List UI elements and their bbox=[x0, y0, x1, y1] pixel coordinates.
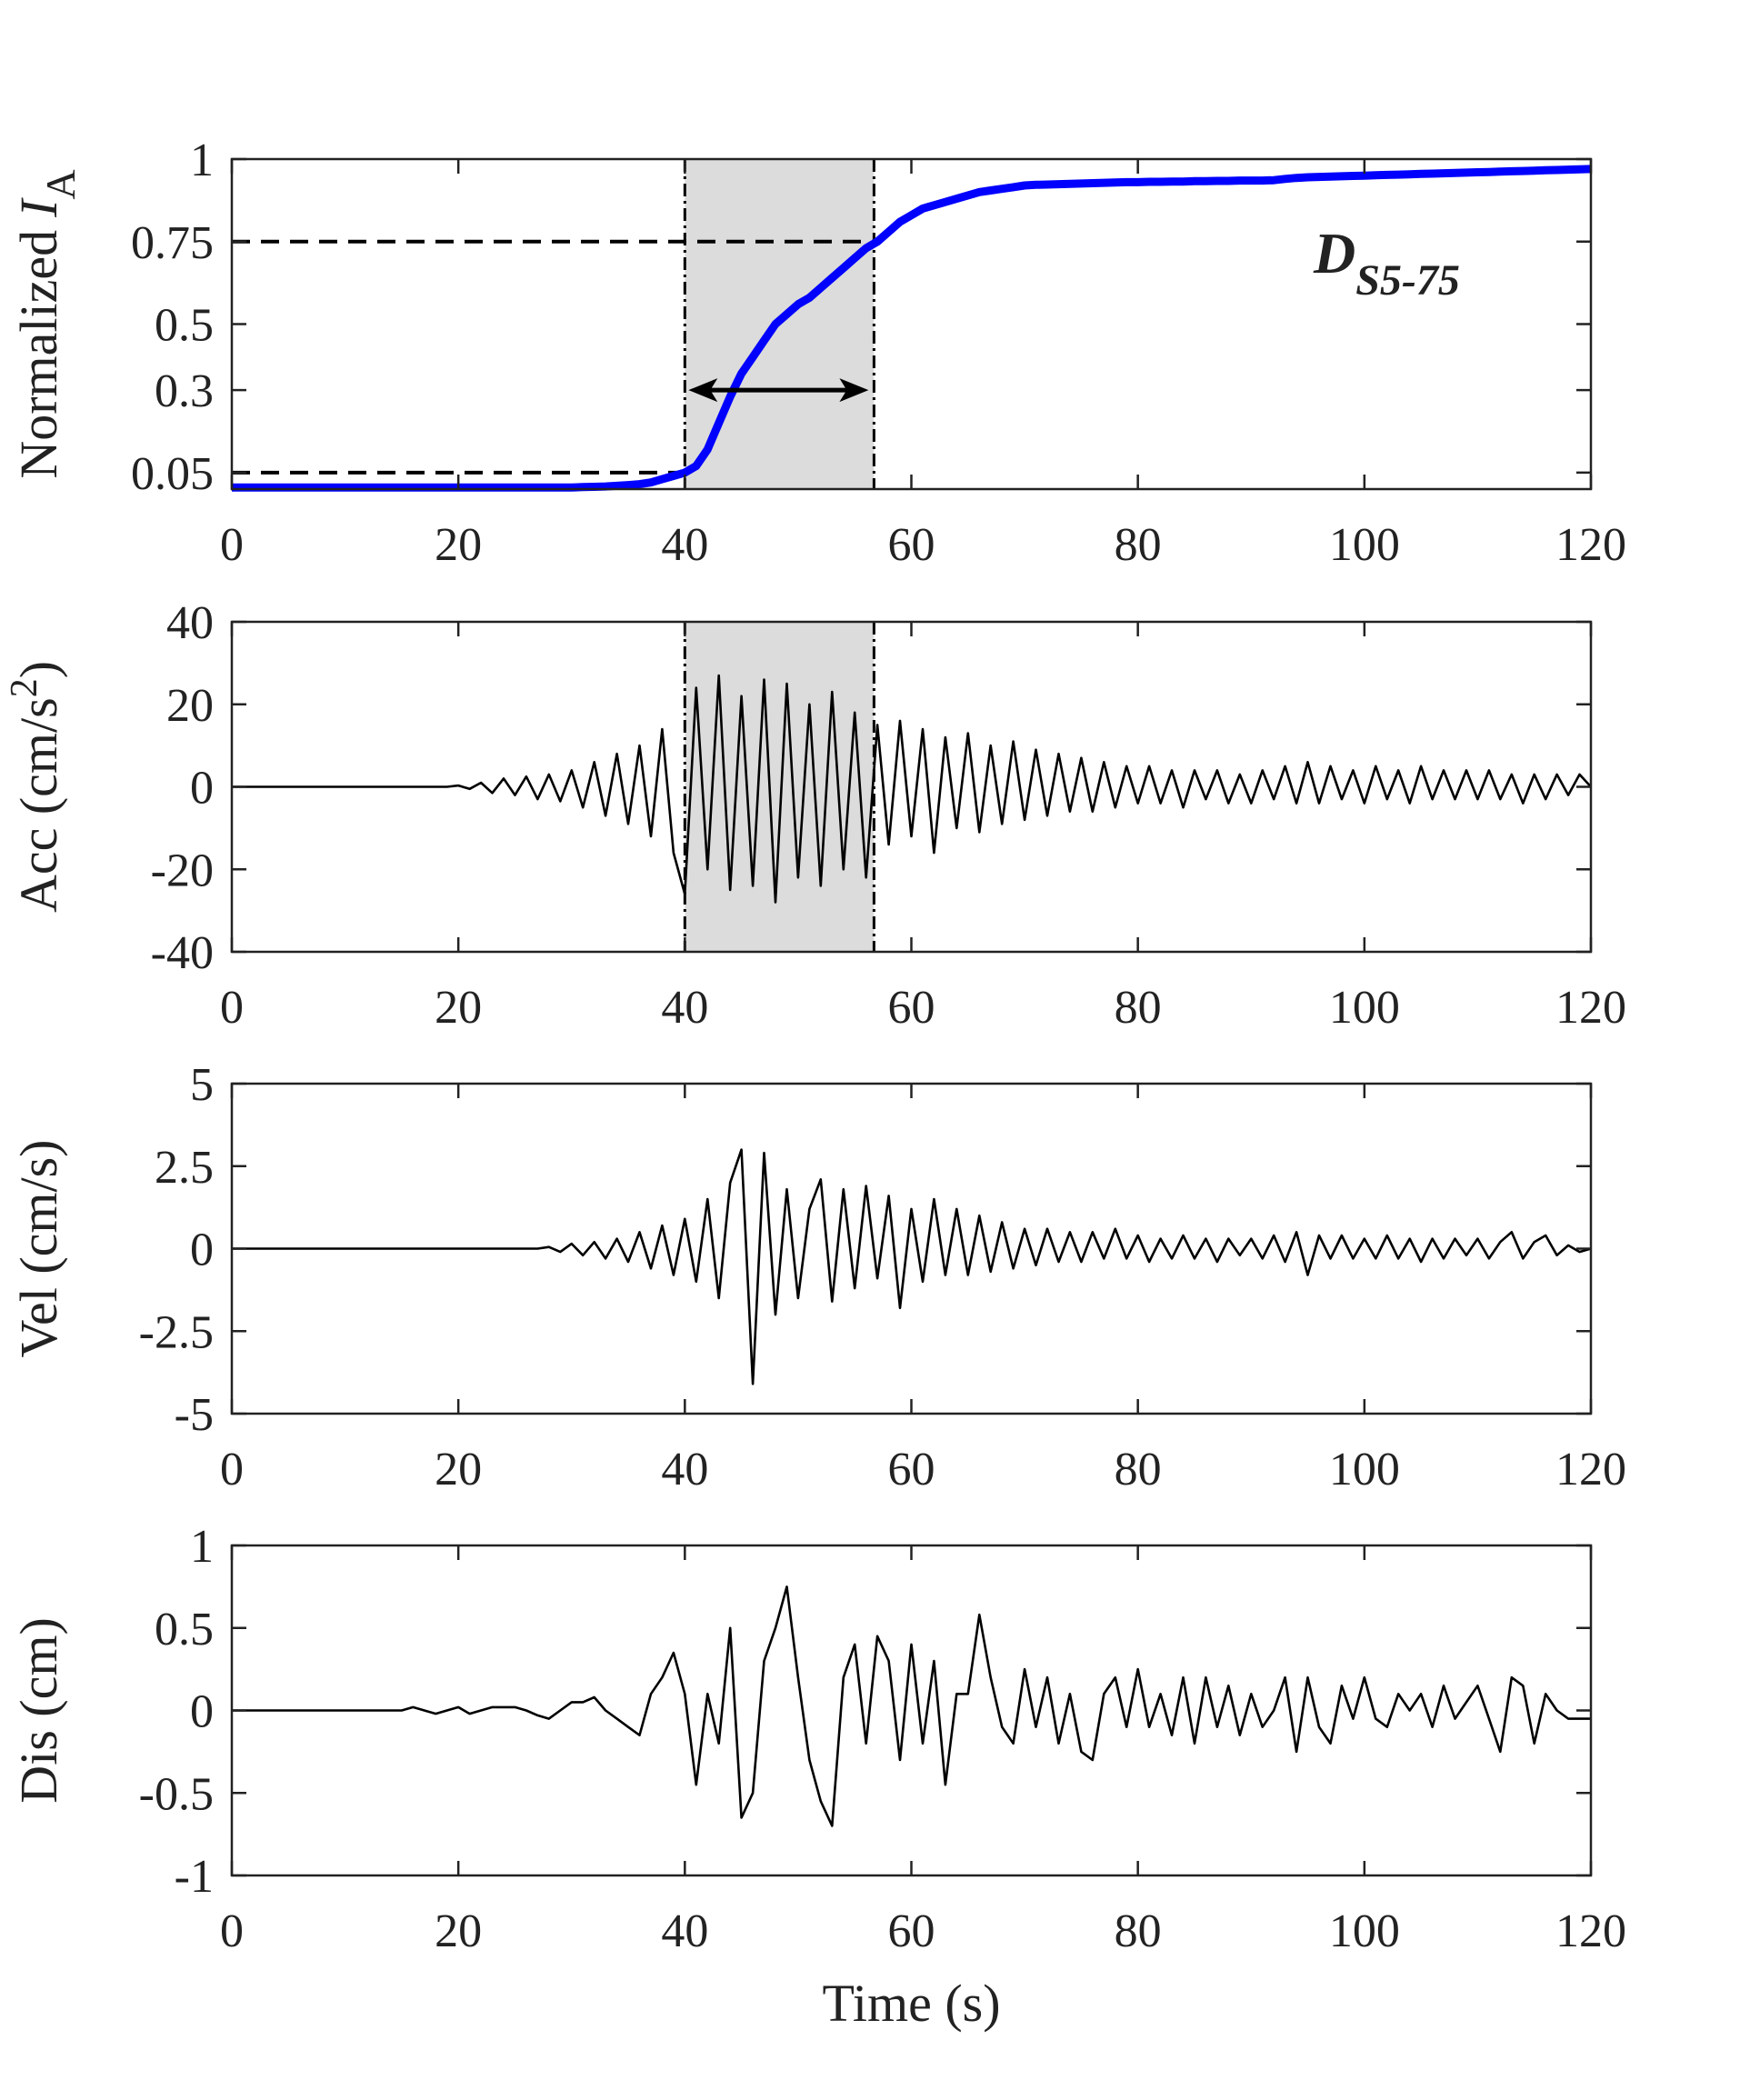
x-tick-label: 0 bbox=[220, 1905, 244, 1957]
y-axis-label-italic: I bbox=[9, 197, 68, 218]
y-axis-label: Dis (cm) bbox=[9, 1617, 68, 1804]
y-tick-label: 0.3 bbox=[155, 365, 214, 417]
y-tick-label: 40 bbox=[166, 597, 214, 649]
y-tick-label: 0 bbox=[190, 763, 214, 815]
x-tick-label: 80 bbox=[1115, 1905, 1162, 1957]
x-tick-label: 100 bbox=[1329, 982, 1400, 1034]
y-tick-label: 1 bbox=[190, 135, 214, 186]
x-tick-label: 120 bbox=[1555, 982, 1626, 1034]
shaded-interval bbox=[685, 622, 875, 952]
y-axis-label: Normalized IA bbox=[9, 169, 84, 478]
signal-line bbox=[232, 1585, 1591, 1827]
x-tick-label: 40 bbox=[661, 519, 708, 571]
x-tick-label: 100 bbox=[1329, 1905, 1400, 1957]
y-tick-label: 0.5 bbox=[155, 300, 214, 352]
y-axis-label-text: Normalized bbox=[9, 230, 68, 479]
y-tick-label: -40 bbox=[151, 927, 214, 979]
x-tick-label: 120 bbox=[1555, 1444, 1626, 1495]
x-tick-label: 60 bbox=[888, 1444, 935, 1495]
x-tick-label: 40 bbox=[661, 1905, 708, 1957]
y-axis-label-sup: 2 bbox=[4, 678, 45, 697]
y-axis-label: Vel (cm/s) bbox=[9, 1140, 68, 1358]
x-tick-label: 20 bbox=[435, 519, 482, 571]
y-tick-label: 0 bbox=[190, 1686, 214, 1738]
y-axis-label-sub: A bbox=[37, 169, 84, 199]
x-axis-label: Time (s) bbox=[822, 1974, 1000, 2033]
annotation-sub: S5-75 bbox=[1355, 256, 1460, 305]
x-tick-label: 60 bbox=[888, 1905, 935, 1957]
x-tick-label: 0 bbox=[220, 982, 244, 1034]
x-tick-label: 20 bbox=[435, 982, 482, 1034]
panel: 0 20 40 60 80 100 120 -40 -20 0 20 40 Acc (cm/s2) bbox=[4, 597, 1626, 1034]
x-tick-label: 20 bbox=[435, 1444, 482, 1495]
arrow-head bbox=[839, 378, 869, 403]
x-tick-label: 0 bbox=[220, 1444, 244, 1495]
y-tick-label: -1 bbox=[175, 1851, 214, 1903]
x-tick-label: 0 bbox=[220, 519, 244, 571]
annotation: DS5-75 bbox=[1313, 221, 1460, 305]
x-tick-label: 40 bbox=[661, 982, 708, 1034]
y-tick-label: 0.05 bbox=[131, 448, 214, 500]
x-tick-label: 80 bbox=[1115, 1444, 1162, 1495]
arrow-head bbox=[688, 378, 718, 403]
y-tick-label: 0 bbox=[190, 1225, 214, 1276]
signal-line bbox=[232, 1148, 1592, 1385]
panel: 0 20 40 60 80 100 120 -1 -0.5 0 0.5 1 Dis (cm) Time (… bbox=[9, 1521, 1626, 2033]
y-tick-label: -2.5 bbox=[139, 1306, 214, 1358]
y-axis-label-text: Dis (cm) bbox=[9, 1617, 68, 1804]
signal-line bbox=[232, 165, 1592, 492]
y-axis-label: Acc (cm/s2) bbox=[4, 661, 68, 913]
annotation-main: D bbox=[1313, 221, 1355, 285]
x-tick-label: 80 bbox=[1115, 519, 1162, 571]
y-tick-label: -0.5 bbox=[139, 1768, 214, 1820]
y-tick-label: -20 bbox=[151, 845, 214, 896]
x-tick-label: 100 bbox=[1329, 519, 1400, 571]
y-tick-label: 20 bbox=[166, 680, 214, 732]
x-tick-label: 20 bbox=[435, 1905, 482, 1957]
panel: DS5-75 0 20 40 60 80 100 120 0.05 0.3 0.5 0.75 1 Norm… bbox=[9, 135, 1626, 571]
y-tick-label: -5 bbox=[175, 1389, 214, 1441]
x-tick-label: 60 bbox=[888, 982, 935, 1034]
x-tick-label: 100 bbox=[1329, 1444, 1400, 1495]
x-tick-label: 60 bbox=[888, 519, 935, 571]
y-tick-label: 0.5 bbox=[155, 1604, 214, 1655]
y-tick-label: 0.75 bbox=[131, 217, 214, 269]
x-tick-label: 40 bbox=[661, 1444, 708, 1495]
y-tick-label: 2.5 bbox=[155, 1142, 214, 1194]
y-axis-label-text: Acc (cm/s bbox=[9, 697, 68, 913]
y-axis-label-text: Vel (cm/s) bbox=[9, 1140, 68, 1358]
y-tick-label: 1 bbox=[190, 1521, 214, 1573]
x-tick-label: 80 bbox=[1115, 982, 1162, 1034]
signal-line bbox=[232, 674, 1592, 904]
x-tick-label: 120 bbox=[1555, 1905, 1626, 1957]
axes-frame bbox=[230, 1544, 1593, 1877]
y-axis-label-end: ) bbox=[9, 661, 68, 678]
y-tick-label: 5 bbox=[190, 1059, 214, 1111]
axes-frame bbox=[230, 157, 1593, 491]
panel: 0 20 40 60 80 100 120 -5 -2.5 0 2.5 5 Vel (cm/s) bbox=[9, 1059, 1626, 1495]
x-tick-label: 120 bbox=[1555, 519, 1626, 571]
